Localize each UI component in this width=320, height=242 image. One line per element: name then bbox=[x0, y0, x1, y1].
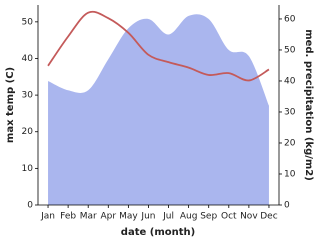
y-tick-label: 10 bbox=[22, 164, 34, 174]
y2-tick-label: 0 bbox=[284, 201, 290, 211]
x-tick-label: Jul bbox=[162, 212, 174, 222]
x-tick-label: Sep bbox=[200, 212, 217, 222]
x-tick-label: Nov bbox=[240, 212, 258, 222]
y2-axis-title: med. precipitation (kg/m2) bbox=[303, 29, 314, 181]
y-tick-label: 0 bbox=[27, 201, 33, 211]
y2-tick-label: 60 bbox=[284, 14, 296, 24]
y2-tick-label: 30 bbox=[284, 107, 296, 117]
x-tick-label: Apr bbox=[101, 212, 117, 222]
x-tick-label: Aug bbox=[180, 212, 198, 222]
y2-tick-label: 20 bbox=[284, 138, 296, 148]
x-tick-label: Feb bbox=[60, 212, 76, 222]
x-axis-title: date (month) bbox=[121, 227, 195, 238]
y2-tick-label: 10 bbox=[284, 169, 296, 179]
temperature-line bbox=[47, 10, 270, 82]
y-axis-title: max temp (C) bbox=[5, 67, 16, 143]
y2-tick-label: 40 bbox=[284, 76, 296, 86]
x-tick-label: Jan bbox=[40, 212, 55, 222]
y-tick-label: 20 bbox=[22, 127, 34, 137]
x-tick-label: Dec bbox=[260, 212, 277, 222]
precipitation-area bbox=[48, 14, 269, 206]
y-tick-label: 40 bbox=[22, 54, 34, 64]
y-tick-label: 30 bbox=[22, 91, 34, 101]
y2-tick-label: 50 bbox=[284, 45, 296, 55]
x-tick-label: Jun bbox=[140, 212, 155, 222]
x-tick-label: Mar bbox=[80, 212, 97, 222]
x-tick-label: May bbox=[119, 212, 138, 222]
y-tick-label: 50 bbox=[22, 17, 34, 27]
x-tick-label: Oct bbox=[221, 212, 237, 222]
